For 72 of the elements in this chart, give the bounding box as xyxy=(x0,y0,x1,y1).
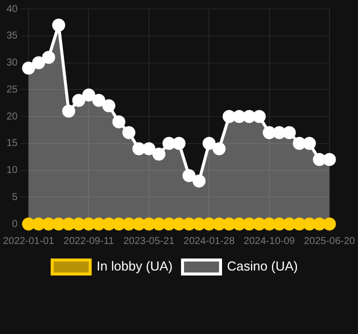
point xyxy=(122,218,136,230)
legend-label: In lobby (UA) xyxy=(96,258,173,274)
point xyxy=(42,218,56,230)
point xyxy=(202,136,216,150)
point xyxy=(112,218,126,230)
point xyxy=(182,218,196,230)
point xyxy=(122,126,136,140)
point xyxy=(192,174,206,188)
legend-label: Casino (UA) xyxy=(227,258,298,274)
point xyxy=(232,218,246,230)
y-tick-label: 35 xyxy=(6,30,18,42)
point xyxy=(62,104,76,118)
point xyxy=(222,110,236,123)
y-tick-label: 30 xyxy=(6,58,18,68)
y-tick-label: 10 xyxy=(6,165,18,176)
point xyxy=(232,110,246,123)
point xyxy=(92,218,106,230)
x-tick-label: 2025-06-20 xyxy=(304,236,356,247)
point xyxy=(42,50,56,64)
point xyxy=(112,115,126,128)
point xyxy=(252,218,266,230)
point xyxy=(212,218,226,230)
point xyxy=(262,126,276,140)
point xyxy=(282,218,296,230)
point xyxy=(282,126,296,140)
point xyxy=(172,136,186,150)
point xyxy=(152,148,166,161)
x-tick-label: 2023-05-21 xyxy=(123,236,175,247)
point xyxy=(102,99,116,112)
y-tick-label: 20 xyxy=(6,111,18,122)
point xyxy=(72,94,86,107)
point xyxy=(302,218,316,230)
point xyxy=(52,218,66,230)
x-tick-label: 2022-01-01 xyxy=(3,236,55,247)
y-tick-label: 0 xyxy=(12,218,18,230)
x-tick-label: 2022-09-11 xyxy=(64,236,114,247)
point xyxy=(292,218,306,230)
point xyxy=(272,218,286,230)
point xyxy=(72,218,86,230)
x-tick-label: 2024-10-09 xyxy=(244,236,296,247)
y-tick-label: 5 xyxy=(12,192,18,203)
x-tick-label: 2024-01-28 xyxy=(184,236,236,247)
point xyxy=(32,218,46,230)
y-tick-label: 25 xyxy=(6,84,18,96)
point xyxy=(172,218,186,230)
point xyxy=(142,142,156,156)
point xyxy=(102,218,116,230)
point xyxy=(292,136,306,150)
point xyxy=(82,88,96,102)
y-tick-label: 40 xyxy=(6,4,18,15)
point xyxy=(32,56,46,70)
point xyxy=(222,218,236,230)
point xyxy=(62,218,76,230)
point xyxy=(312,153,326,166)
point xyxy=(52,18,66,32)
point xyxy=(312,218,326,230)
point xyxy=(92,94,106,107)
point xyxy=(242,218,256,230)
point xyxy=(242,110,256,123)
point xyxy=(252,110,266,123)
point xyxy=(302,136,316,150)
point xyxy=(132,218,146,230)
point xyxy=(212,142,226,156)
point xyxy=(182,169,196,182)
point xyxy=(192,218,206,230)
y-tick-label: 15 xyxy=(6,138,18,150)
point xyxy=(132,142,146,156)
point xyxy=(322,153,336,166)
point xyxy=(152,218,166,230)
point xyxy=(162,218,176,230)
point xyxy=(162,136,176,150)
point xyxy=(272,126,286,140)
